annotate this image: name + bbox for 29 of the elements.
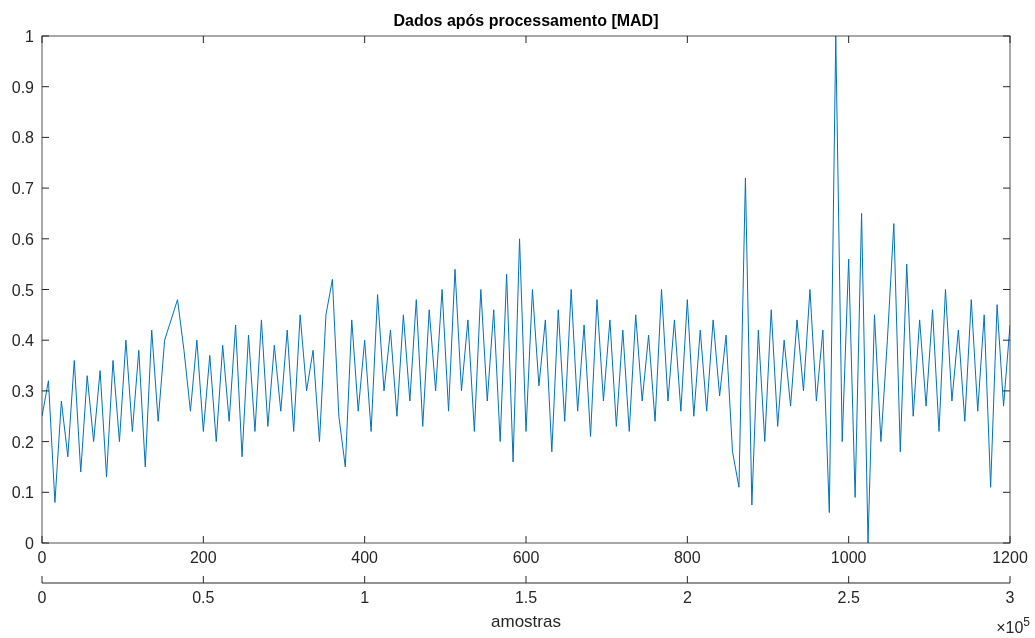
y-tick-label: 0.2	[11, 433, 35, 451]
y-tick-label: 0.1	[11, 484, 35, 502]
y-tick-label: 1	[25, 28, 35, 45]
x2-tick-label: 1	[360, 589, 370, 606]
y-tick-label: 0.8	[11, 129, 35, 147]
y-tick-label: 0.3	[11, 382, 35, 400]
x2-tick-label: 0.5	[192, 589, 215, 606]
x-tick-label: 600	[512, 549, 540, 566]
line-series	[42, 35, 1010, 544]
x2-tick-label: 0	[37, 589, 47, 606]
x2-tick-label: 3	[1005, 589, 1015, 606]
x-tick-label: 1200	[992, 549, 1028, 566]
x2-tick-label: 2.5	[837, 589, 860, 606]
y-tick-label: 0.4	[11, 332, 35, 350]
x2-tick-label: 1.5	[514, 589, 538, 606]
text: ×10$^{5}$	[996, 615, 1031, 636]
x-tick-label: 0	[37, 549, 47, 566]
y-tick-label: 0.7	[11, 180, 35, 198]
y-tick-label: 0	[25, 535, 35, 552]
x-tick-label: 800	[673, 549, 701, 566]
chart-title: Dados após processamento [MAD]	[393, 12, 659, 29]
x-tick-label: 200	[189, 549, 217, 566]
x-tick-label: 400	[351, 549, 379, 566]
y-tick-label: 0.5	[11, 281, 35, 299]
x-tick-label: 1000	[830, 549, 867, 566]
x2-axis-title: amostras	[491, 612, 561, 631]
y-tick-label: 0.9	[11, 78, 35, 96]
y-tick-label: 0.6	[11, 230, 35, 248]
x2-tick-label: 2	[682, 589, 692, 606]
